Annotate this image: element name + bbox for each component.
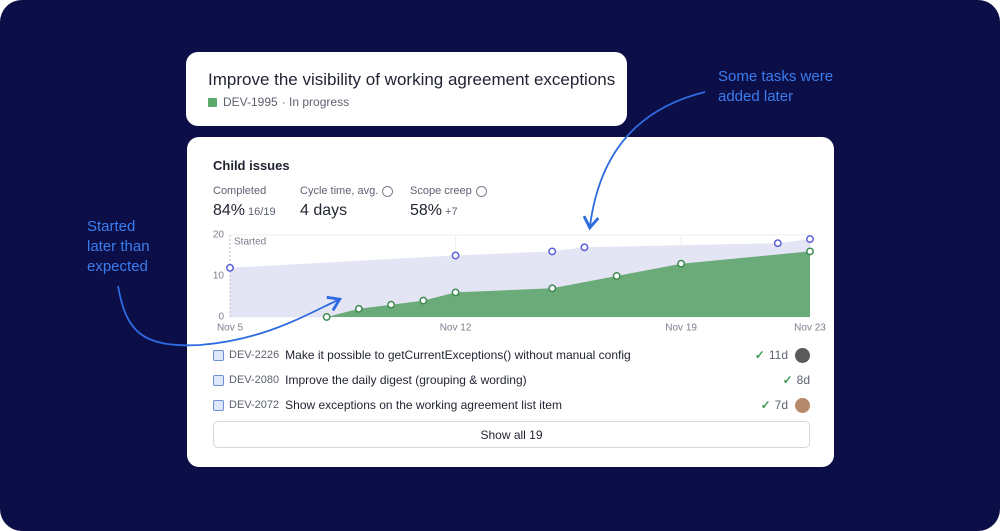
issue-row[interactable]: DEV-2226 Make it possible to getCurrentE…	[213, 346, 810, 364]
show-all-button[interactable]: Show all 19	[213, 421, 810, 448]
issue-icon	[213, 349, 224, 361]
annotation: Some tasks were added later	[718, 68, 834, 105]
epic-key[interactable]: DEV-1995	[223, 95, 278, 109]
issue-key: DEV-2072	[229, 399, 280, 411]
issue-key: DEV-2226	[229, 349, 280, 361]
issue-icon	[213, 399, 224, 411]
issue-title: Show exceptions on the working agreement…	[285, 398, 562, 412]
metric: Cycle time, avg. 4 days	[300, 185, 394, 220]
metric: Scope creep 58% +7	[410, 185, 487, 220]
check-icon: ✓	[760, 398, 771, 412]
issue-duration: 8d	[796, 373, 810, 387]
info-icon[interactable]	[475, 185, 487, 197]
metric: Completed 84% 16/19	[213, 185, 276, 220]
issue-duration: 11d	[768, 348, 788, 362]
issue-title: Improve the daily digest (grouping & wor…	[285, 373, 527, 387]
panel-heading: Child issues	[213, 158, 290, 173]
info-icon[interactable]	[382, 185, 394, 197]
metric-detail: 16/19	[248, 206, 276, 218]
epic-status: · In progress	[281, 95, 350, 109]
metric-label: Cycle time, avg.	[300, 185, 379, 197]
issue-duration: 7d	[774, 398, 788, 412]
issue-row[interactable]: DEV-2080 Improve the daily digest (group…	[213, 371, 810, 389]
issue-title: Make it possible to getCurrentExceptions…	[285, 348, 631, 362]
issue-key: DEV-2080	[229, 374, 280, 386]
avatar	[795, 397, 810, 413]
metric-value: 4 days	[300, 202, 348, 219]
epic-icon	[208, 97, 217, 107]
metric-value: 58%	[410, 202, 443, 219]
issue-row[interactable]: DEV-2072 Show exceptions on the working …	[213, 396, 810, 414]
title-card: Improve the visibility of working agreem…	[186, 52, 627, 126]
metric-label: Scope creep	[410, 185, 472, 197]
child-issues-panel: Child issues Completed 84% 16/19 Cycle ti…	[187, 137, 834, 467]
metric-value: 84%	[213, 202, 246, 219]
epic-meta: DEV-1995 · In progress	[208, 95, 349, 109]
check-icon: ✓	[754, 348, 765, 362]
avatar	[795, 347, 810, 363]
issue-icon	[213, 374, 224, 386]
epic-title: Improve the visibility of working agreem…	[208, 70, 616, 89]
check-icon: ✓	[782, 373, 793, 387]
annotation: Started later than expected	[87, 218, 150, 275]
metric-detail: +7	[445, 206, 458, 218]
metric-label: Completed	[213, 185, 267, 197]
